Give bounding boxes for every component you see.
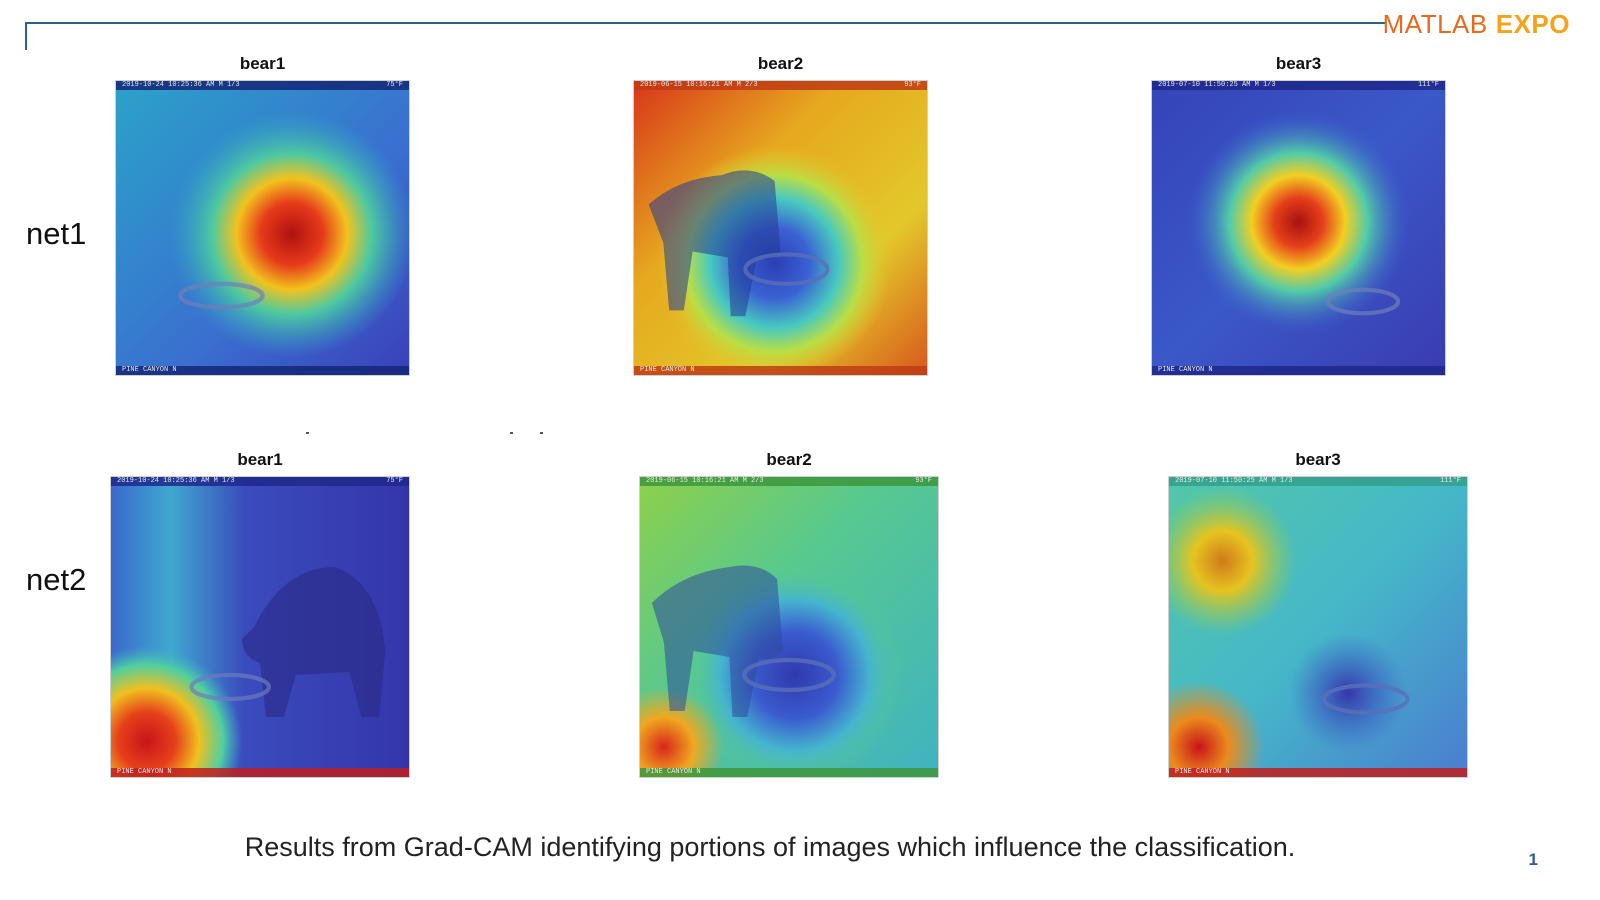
logo-matlab-text: MATLAB (1382, 8, 1488, 39)
camera-temperature: 75°F (386, 81, 403, 89)
gradcam-heatmap-image: 2019-10-24 10:25:36 AM M 1/3 75°F PINE C… (110, 476, 410, 778)
camera-temperature: 93°F (904, 81, 921, 89)
camera-timestamp: 2019-10-24 10:25:36 AM M 1/3 (117, 477, 235, 485)
figure-caption: Results from Grad-CAM identifying portio… (244, 832, 1296, 862)
matlab-expo-logo: MATLAB EXPO (1383, 8, 1570, 40)
camera-location: PINE CANYON N (122, 366, 177, 374)
camera-stamp-top: 2019-07-10 11:50:25 AM M 1/3 111°F (1152, 81, 1445, 90)
camera-location: PINE CANYON N (1175, 768, 1230, 776)
panel-title: bear1 (239, 54, 286, 73)
camera-stamp-top: 2019-06-15 10:16:21 AM M 2/3 93°F (640, 477, 938, 486)
camera-timestamp: 2019-06-15 10:16:21 AM M 2/3 (646, 477, 764, 485)
panel-title: bear3 (1295, 450, 1341, 469)
header-rule-tick (25, 22, 27, 50)
gradcam-panel-net2-bear1: bear1 (110, 450, 410, 778)
panel-title: bear2 (757, 54, 804, 73)
camera-stamp-top: 2019-10-24 10:25:36 AM M 1/3 75°F (111, 477, 409, 486)
camera-temperature: 75°F (386, 477, 403, 485)
camera-stamp-bottom: PINE CANYON N (1169, 768, 1467, 777)
gradcam-heatmap-image: 2019-06-15 10:16:21 AM M 2/3 93°F PINE C… (639, 476, 939, 778)
row-label-net2: net2 (26, 562, 87, 597)
camera-stamp-bottom: PINE CANYON N (1152, 366, 1445, 375)
logo-expo-text: EXPO (1495, 8, 1570, 39)
camera-location: PINE CANYON N (640, 366, 695, 374)
gradcam-heatmap-image: 2019-10-24 10:25:36 AM M 1/3 75°F PINE C… (115, 80, 410, 376)
camera-location: PINE CANYON N (1158, 366, 1213, 374)
gradcam-panel-net1-bear1: bear1 2019-10-24 (115, 54, 410, 376)
page-number: 1 (1528, 850, 1538, 869)
gradcam-panel-net2-bear3: bear3 (1168, 450, 1468, 778)
camera-stamp-bottom: PINE CANYON N (640, 768, 938, 777)
stray-marks (300, 430, 560, 436)
gradcam-panel-net2-bear2: bear2 (639, 450, 939, 778)
camera-timestamp: 2019-07-10 11:50:25 AM M 1/3 (1175, 477, 1293, 485)
panel-title: bear2 (766, 450, 812, 469)
camera-temperature: 111°F (1417, 81, 1439, 89)
header-rule (25, 22, 1385, 24)
camera-timestamp: 2019-07-10 11:50:25 AM M 1/3 (1158, 81, 1276, 89)
camera-stamp-bottom: PINE CANYON N (634, 366, 927, 375)
row-label-net1: net1 (26, 216, 87, 251)
camera-location: PINE CANYON N (646, 768, 701, 776)
camera-timestamp: 2019-06-15 10:16:21 AM M 2/3 (640, 81, 758, 89)
panel-title: bear3 (1275, 54, 1322, 73)
gradcam-heatmap-image: 2019-07-10 11:50:25 AM M 1/3 111°F PINE … (1151, 80, 1446, 376)
camera-stamp-top: 2019-07-10 11:50:25 AM M 1/3 111°F (1169, 477, 1467, 486)
camera-stamp-top: 2019-06-15 10:16:21 AM M 2/3 93°F (634, 81, 927, 90)
gradcam-heatmap-image: 2019-07-10 11:50:25 AM M 1/3 111°F PINE … (1168, 476, 1468, 778)
camera-stamp-bottom: PINE CANYON N (116, 366, 409, 375)
camera-temperature: 111°F (1439, 477, 1461, 485)
gradcam-panel-net1-bear3: bear3 2019-07-10 (1151, 54, 1446, 376)
gradcam-panel-net1-bear2: bear2 (633, 54, 928, 376)
camera-temperature: 93°F (915, 477, 932, 485)
camera-timestamp: 2019-10-24 10:25:36 AM M 1/3 (122, 81, 240, 89)
gradcam-heatmap-image: 2019-06-15 10:16:21 AM M 2/3 93°F PINE C… (633, 80, 928, 376)
camera-stamp-bottom: PINE CANYON N (111, 768, 409, 777)
panel-title: bear1 (237, 450, 283, 469)
camera-stamp-top: 2019-10-24 10:25:36 AM M 1/3 75°F (116, 81, 409, 90)
camera-location: PINE CANYON N (117, 768, 172, 776)
